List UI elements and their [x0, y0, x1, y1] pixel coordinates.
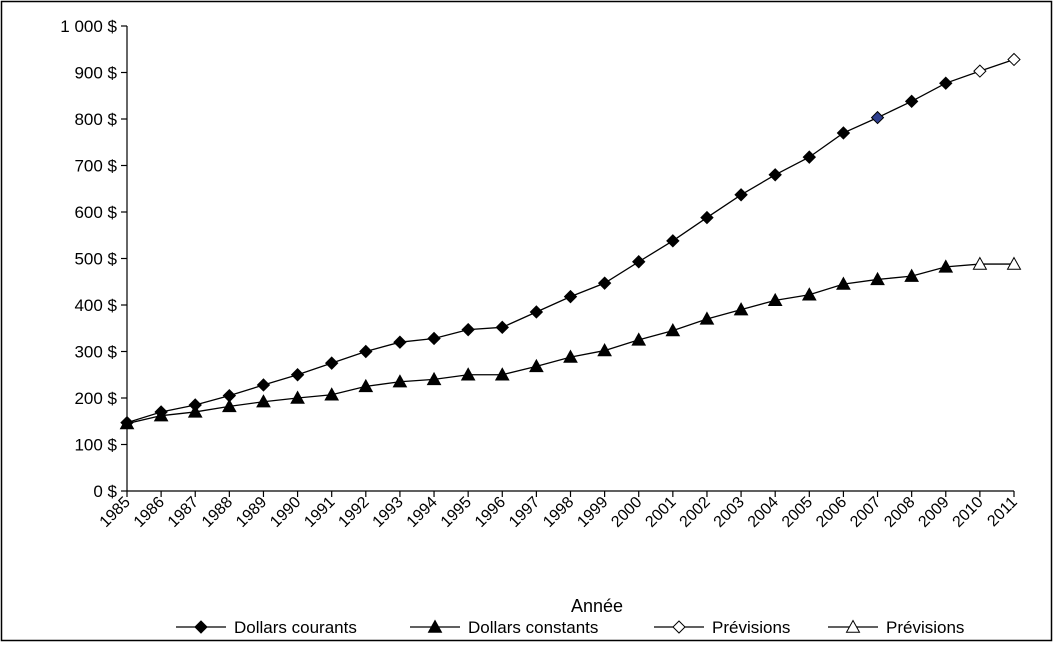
y-tick-label: 100 $ [74, 436, 117, 455]
data-point [699, 311, 715, 325]
data-point [392, 374, 408, 388]
data-point [461, 322, 475, 337]
data-point [1007, 52, 1021, 67]
data-point [358, 378, 374, 393]
y-tick-label: 200 $ [74, 389, 117, 408]
data-point [666, 234, 680, 248]
legend: Dollars courants Dollars constants Prévisi… [176, 618, 964, 637]
data-point [733, 302, 749, 316]
data-point [460, 367, 476, 381]
y-tick-label: 700 $ [74, 157, 117, 176]
legend-marker [194, 620, 208, 634]
data-point [119, 416, 135, 430]
data-point [153, 408, 169, 422]
data-point [631, 332, 647, 346]
y-tick-label: 600 $ [74, 203, 117, 222]
data-point [256, 378, 271, 392]
data-point [768, 168, 782, 182]
legend-label: Dollars constants [468, 618, 598, 637]
data-point [290, 390, 305, 404]
data-point [359, 344, 373, 359]
data-point [494, 367, 510, 381]
y-tick-label: 500 $ [74, 250, 117, 269]
y-tick-label: 900 $ [74, 64, 117, 83]
legend-marker [845, 619, 861, 633]
data-point [529, 358, 544, 373]
data-point [563, 289, 578, 304]
data-point [904, 268, 920, 282]
data-point [324, 356, 339, 370]
data-point [767, 292, 783, 307]
data-point [290, 368, 305, 382]
data-point [870, 110, 885, 125]
legend-label: Prévisions [712, 618, 790, 637]
data-point [426, 371, 442, 386]
series-layer [119, 52, 1022, 430]
y-tick-label: 400 $ [74, 296, 117, 315]
data-point [187, 404, 203, 418]
y-tick-label: 800 $ [74, 110, 117, 129]
y-tick-label: 0 $ [93, 482, 117, 501]
data-point [870, 271, 885, 286]
x-axis-title: Année [571, 596, 623, 616]
data-point [904, 94, 919, 109]
data-point [836, 276, 851, 290]
data-point [563, 349, 578, 363]
data-point [802, 150, 817, 164]
data-point [1006, 256, 1022, 270]
data-point [801, 287, 817, 301]
data-point [529, 305, 544, 319]
y-tick-label: 300 $ [74, 343, 117, 362]
data-point [939, 76, 953, 90]
data-point [972, 256, 988, 270]
legend-label: Prévisions [886, 618, 964, 637]
data-point [256, 394, 271, 408]
legend-marker [427, 619, 443, 633]
data-point [324, 387, 340, 401]
data-point [427, 331, 441, 346]
data-point [221, 398, 237, 413]
data-point [665, 323, 681, 337]
legend-label: Dollars courants [234, 618, 357, 637]
data-point [973, 64, 987, 78]
data-point [393, 335, 407, 349]
data-point [597, 276, 612, 290]
data-point [734, 188, 748, 202]
data-point [700, 210, 714, 225]
data-point [597, 343, 612, 357]
data-point [938, 259, 954, 273]
data-point [836, 126, 851, 140]
data-point [495, 320, 509, 335]
data-point [632, 255, 646, 269]
y-tick-label: 1 000 $ [60, 17, 117, 36]
legend-marker [672, 620, 686, 634]
